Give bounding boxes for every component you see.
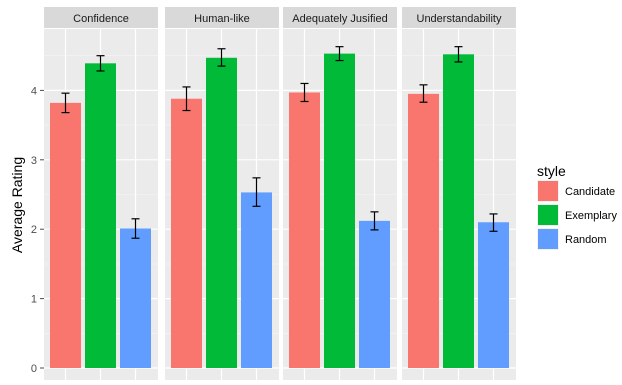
bar-exemplary (85, 63, 116, 369)
bar-random (359, 220, 390, 368)
facet-strip (283, 7, 397, 28)
bar-candidate (50, 102, 81, 368)
bar-random (120, 228, 151, 368)
y-tick-label: 2 (31, 224, 37, 236)
facet-strip-titles: Confidence Human-like Adequately Jusifie… (73, 13, 502, 25)
y-tick-label: 4 (31, 85, 37, 97)
bar-random (241, 192, 272, 368)
facet-title: Human-like (194, 13, 250, 25)
facet-strip (44, 7, 158, 28)
y-tick-label: 0 (31, 363, 37, 375)
legend: style Candidate Exemplary Random (537, 163, 617, 250)
bar-exemplary (443, 54, 474, 368)
legend-swatch-random (538, 229, 558, 249)
bar-marks (50, 53, 509, 369)
bar-candidate (408, 93, 439, 369)
error-bar-marks (61, 46, 498, 239)
y-axis-tick-marks (40, 89, 44, 369)
facet-title: Confidence (73, 13, 129, 25)
facet-title: Understandability (417, 13, 502, 25)
legend-label: Random (565, 234, 607, 246)
y-tick-label: 1 (31, 294, 37, 306)
y-tick-label: 3 (31, 155, 37, 167)
facet-title: Adequately Jusified (292, 13, 387, 25)
legend-label: Candidate (565, 186, 615, 198)
legend-swatch-exemplary (538, 205, 558, 225)
legend-swatch-candidate (538, 181, 558, 201)
y-axis-tick-labels: 0 1 2 3 4 (31, 85, 37, 375)
bar-random (478, 222, 509, 368)
bar-candidate (289, 92, 320, 369)
legend-label: Exemplary (565, 210, 617, 222)
facet-strip (165, 7, 279, 28)
bar-exemplary (206, 57, 237, 368)
facet-strip (402, 7, 516, 28)
bar-exemplary (324, 53, 355, 368)
legend-title: style (537, 163, 566, 179)
y-axis-title: Average Rating (9, 157, 25, 253)
bar-candidate (171, 98, 202, 368)
